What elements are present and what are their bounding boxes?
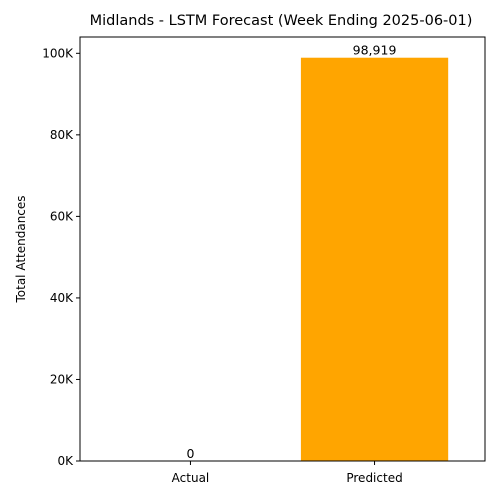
chart-title: Midlands - LSTM Forecast (Week Ending 20…	[90, 13, 473, 29]
plot-area: 0 98,919 0K 20K 40K 60K 80K 100K Actual Predicted	[42, 36, 486, 485]
y-tick-label: 20K	[50, 372, 74, 386]
y-axis-label: Total Attendances	[14, 195, 28, 303]
y-tick-label: 100K	[42, 46, 74, 60]
y-tick-label: 60K	[50, 209, 74, 223]
x-tick-label: Actual	[172, 471, 210, 485]
y-tick-label: 80K	[50, 128, 74, 142]
y-tick-label: 0K	[57, 454, 74, 468]
bar-value-label: 0	[186, 446, 194, 461]
axes-frame	[79, 36, 486, 462]
bar-predicted	[300, 57, 449, 462]
x-tick-label: Predicted	[346, 471, 402, 485]
y-tick-label: 40K	[50, 291, 74, 305]
bar-value-label: 98,919	[353, 43, 397, 58]
